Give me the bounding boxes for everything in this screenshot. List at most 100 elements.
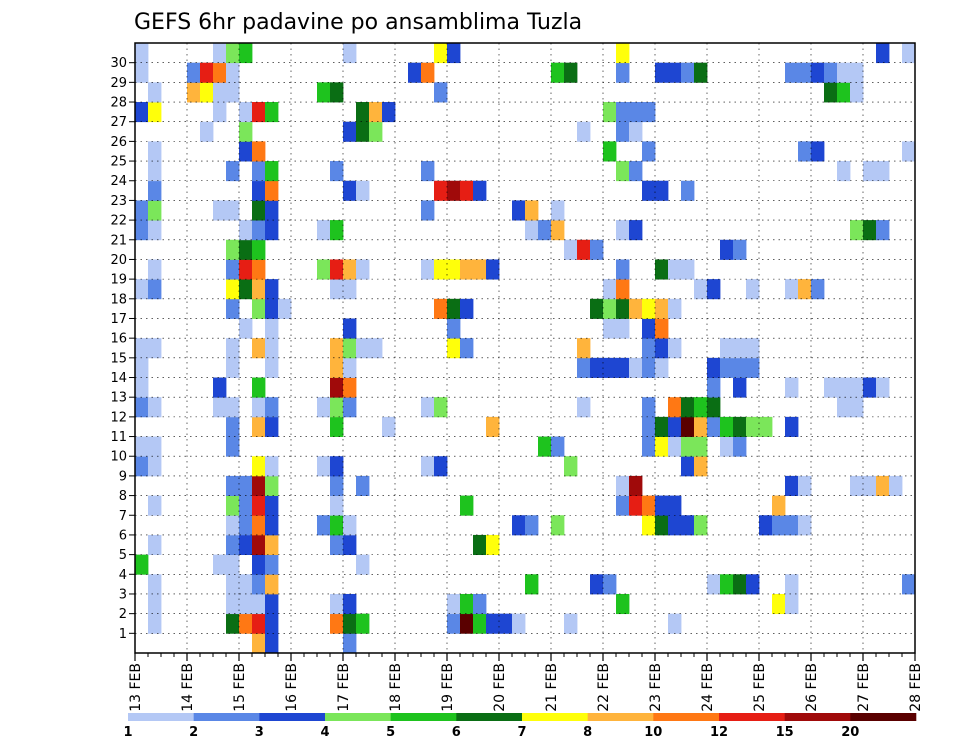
y-tick-label: 8 bbox=[119, 489, 127, 504]
heatmap-cell bbox=[759, 515, 773, 536]
heatmap-cell bbox=[655, 259, 669, 280]
heatmap-cell bbox=[148, 220, 162, 241]
heatmap-cell bbox=[733, 357, 747, 378]
heatmap-cell bbox=[811, 62, 825, 83]
heatmap-cell bbox=[356, 613, 370, 634]
heatmap-cell bbox=[421, 397, 435, 418]
heatmap-cell bbox=[798, 62, 812, 83]
heatmap-cell bbox=[629, 495, 643, 516]
y-tick-label: 21 bbox=[110, 233, 127, 248]
heatmap-cell bbox=[707, 574, 721, 595]
heatmap-cell bbox=[668, 397, 682, 418]
heatmap-cell bbox=[330, 515, 344, 536]
heatmap-cell bbox=[876, 161, 890, 182]
heatmap-cell bbox=[837, 397, 851, 418]
heatmap-cell bbox=[668, 416, 682, 437]
y-tick-label: 28 bbox=[110, 96, 127, 111]
heatmap-cell bbox=[226, 43, 240, 64]
heatmap-cell bbox=[707, 397, 721, 418]
heatmap-cell bbox=[616, 161, 630, 182]
colorbar-segment bbox=[456, 713, 523, 721]
y-tick-label: 29 bbox=[110, 76, 127, 91]
heatmap-cell bbox=[785, 593, 799, 615]
heatmap-cell bbox=[460, 593, 474, 615]
colorbar-segment bbox=[259, 713, 326, 721]
heatmap-cell bbox=[447, 259, 461, 280]
heatmap-cell bbox=[707, 416, 721, 437]
heatmap-cell bbox=[356, 180, 370, 201]
y-tick-label: 3 bbox=[119, 587, 127, 602]
heatmap-cell bbox=[447, 180, 461, 201]
y-tick-label: 20 bbox=[110, 253, 127, 268]
heatmap-cell bbox=[707, 357, 721, 378]
heatmap-cell bbox=[876, 43, 890, 64]
heatmap-cell bbox=[616, 62, 630, 83]
heatmap-cell bbox=[759, 416, 773, 437]
heatmap-cell bbox=[629, 475, 643, 496]
heatmap-cell bbox=[226, 200, 240, 221]
heatmap-cell bbox=[460, 259, 474, 280]
heatmap-cell bbox=[798, 475, 812, 496]
heatmap-cell bbox=[655, 62, 669, 83]
heatmap-cell bbox=[616, 220, 630, 241]
heatmap-cell bbox=[525, 220, 539, 241]
heatmap-cell bbox=[265, 613, 279, 634]
heatmap-cell bbox=[772, 593, 786, 615]
heatmap-cell bbox=[343, 534, 357, 556]
colorbar-segment bbox=[850, 713, 917, 721]
heatmap-cell bbox=[681, 456, 695, 477]
heatmap-cell bbox=[239, 43, 253, 64]
heatmap-cell bbox=[239, 475, 253, 496]
heatmap-cell bbox=[252, 200, 266, 221]
y-tick-label: 7 bbox=[119, 509, 127, 524]
heatmap-cell bbox=[798, 515, 812, 536]
heatmap-cell bbox=[720, 436, 734, 457]
y-tick-label: 16 bbox=[110, 332, 127, 347]
heatmap-cell bbox=[434, 456, 448, 477]
heatmap-cell bbox=[785, 62, 799, 83]
heatmap-cell bbox=[642, 416, 656, 437]
heatmap-cell bbox=[525, 200, 539, 221]
heatmap-cell bbox=[473, 534, 487, 556]
y-tick-label: 22 bbox=[110, 214, 127, 229]
heatmap-cell bbox=[369, 338, 383, 359]
heatmap-cell bbox=[616, 475, 630, 496]
heatmap-cell bbox=[148, 180, 162, 201]
x-tick-label: 25 FEB bbox=[752, 663, 768, 712]
heatmap-cell bbox=[629, 220, 643, 241]
heatmap-cell bbox=[343, 377, 357, 398]
heatmap-cell bbox=[850, 397, 864, 418]
heatmap-cell bbox=[408, 62, 422, 83]
heatmap-cell bbox=[460, 338, 474, 359]
x-tick-label: 19 FEB bbox=[440, 663, 456, 712]
heatmap-cell bbox=[707, 279, 721, 300]
heatmap-cell bbox=[226, 338, 240, 359]
heatmap-cell bbox=[876, 377, 890, 398]
colorbar-label: 2 bbox=[189, 725, 198, 740]
colorbar-segment bbox=[390, 713, 457, 721]
heatmap-cell bbox=[746, 574, 760, 595]
heatmap-cell bbox=[265, 633, 279, 654]
heatmap-cell bbox=[382, 102, 396, 123]
heatmap-cell bbox=[135, 62, 149, 83]
x-tick-label: 15 FEB bbox=[232, 663, 248, 712]
heatmap-cell bbox=[655, 318, 669, 339]
heatmap-cell bbox=[811, 141, 825, 162]
colorbar-segment bbox=[587, 713, 654, 721]
heatmap-cell bbox=[330, 279, 344, 300]
heatmap-cell bbox=[226, 593, 240, 615]
heatmap-cell bbox=[239, 613, 253, 634]
heatmap-cell bbox=[148, 259, 162, 280]
heatmap-cell bbox=[616, 495, 630, 516]
heatmap-cell bbox=[213, 554, 227, 575]
heatmap-cell bbox=[343, 259, 357, 280]
y-tick-label: 27 bbox=[110, 115, 127, 130]
heatmap-cell bbox=[330, 259, 344, 280]
colorbar-segment bbox=[719, 713, 785, 721]
heatmap-cell bbox=[265, 397, 279, 418]
x-tick-label: 22 FEB bbox=[596, 663, 612, 712]
heatmap-cell bbox=[694, 416, 708, 437]
heatmap-cell bbox=[486, 259, 500, 280]
heatmap-cell bbox=[200, 121, 214, 142]
x-tick-label: 21 FEB bbox=[544, 663, 560, 712]
